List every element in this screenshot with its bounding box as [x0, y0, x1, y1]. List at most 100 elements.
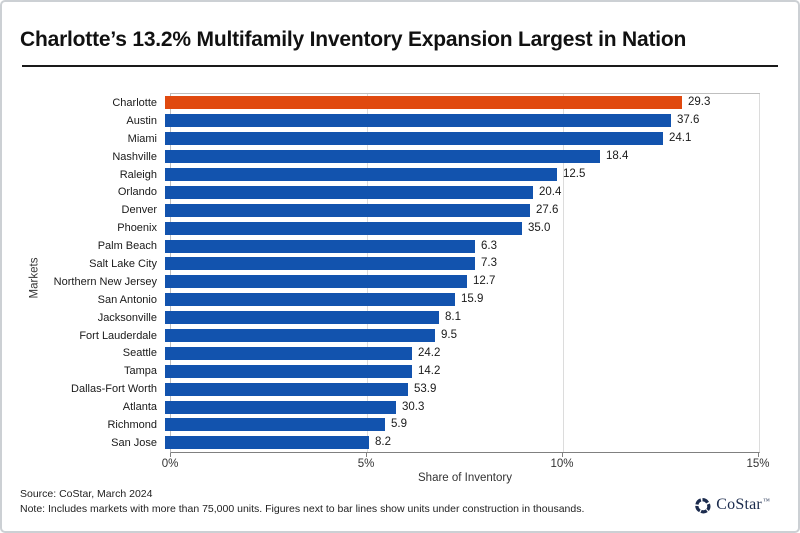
- chart-row: Nashville 18.4: [2, 148, 772, 166]
- chart-row: Atlanta 30.3: [2, 398, 772, 416]
- bar: [165, 364, 412, 378]
- chart-row: Richmond 5.9: [2, 416, 772, 434]
- bar-value-label: 6.3: [481, 239, 497, 252]
- bar: [165, 132, 663, 146]
- bar: [165, 346, 412, 360]
- x-axis-title: Share of Inventory: [418, 472, 512, 484]
- bar-value-label: 14.2: [418, 364, 441, 377]
- x-tick-mark: [366, 453, 367, 457]
- bar-area: 35.0: [164, 221, 754, 235]
- bar: [165, 114, 671, 128]
- bar-area: 6.3: [164, 239, 754, 253]
- title-divider: [22, 65, 778, 67]
- bar-highlighted: [165, 96, 682, 110]
- chart-row: Miami 24.1: [2, 130, 772, 148]
- category-label: Salt Lake City: [89, 257, 157, 270]
- category-label: San Jose: [111, 436, 157, 449]
- category-label: Tampa: [123, 365, 157, 378]
- bar-area: 30.3: [164, 400, 754, 414]
- bar-value-label: 8.1: [445, 311, 461, 324]
- bar-value-label: 37.6: [677, 114, 700, 127]
- category-label: Jacksonville: [97, 311, 157, 324]
- bar-area: 14.2: [164, 364, 754, 378]
- chart-rows: Charlotte 29.3 Austin 37.6 Miami 24.1 Nashvill…: [2, 94, 772, 452]
- category-label: Austin: [126, 114, 157, 127]
- chart-row: Seattle 24.2: [2, 344, 772, 362]
- bar: [165, 436, 369, 450]
- bar-value-label: 24.1: [669, 132, 692, 145]
- bar-area: 8.2: [164, 436, 754, 450]
- source-text: Source: CoStar, March 2024: [20, 488, 153, 500]
- page-title: Charlotte’s 13.2% Multifamily Inventory …: [20, 28, 687, 51]
- bar: [165, 168, 557, 181]
- bar-area: 20.4: [164, 185, 754, 199]
- gridline-15pct: [759, 94, 760, 452]
- bar-value-label: 29.3: [688, 96, 711, 109]
- bar-area: 5.9: [164, 418, 754, 432]
- category-label: Richmond: [107, 418, 157, 431]
- chart-row: Dallas-Fort Worth 53.9: [2, 380, 772, 398]
- category-label: Nashville: [112, 150, 157, 163]
- chart-row: Raleigh 12.5: [2, 166, 772, 184]
- gridline-5pct: [367, 94, 368, 452]
- bar: [165, 221, 522, 235]
- chart-row: Jacksonville 8.1: [2, 309, 772, 327]
- bar-value-label: 9.5: [441, 329, 457, 342]
- category-label: Dallas-Fort Worth: [71, 383, 157, 396]
- bar: [165, 150, 600, 164]
- bar-area: 18.4: [164, 150, 754, 164]
- chart-row: Phoenix 35.0: [2, 219, 772, 237]
- bar-value-label: 15.9: [461, 293, 484, 306]
- bar-area: 7.3: [164, 257, 754, 271]
- bar: [165, 257, 475, 271]
- bar-value-label: 35.0: [528, 221, 551, 234]
- chart-row: Orlando 20.4: [2, 183, 772, 201]
- bar-area: 12.7: [164, 275, 754, 289]
- bar-area: 9.5: [164, 329, 754, 343]
- costar-logo-text: CoStar™: [716, 496, 770, 513]
- x-tick-mark: [758, 453, 759, 457]
- bar-area: 15.9: [164, 293, 754, 307]
- category-label: Miami: [127, 132, 157, 145]
- bar-value-label: 20.4: [539, 185, 562, 198]
- chart-row: San Antonio 15.9: [2, 291, 772, 309]
- bar-value-label: 12.5: [563, 168, 586, 180]
- bar: [165, 418, 385, 432]
- trademark-symbol: ™: [762, 496, 770, 505]
- bar-value-label: 27.6: [536, 203, 559, 216]
- bar-value-label: 7.3: [481, 257, 497, 270]
- bar-value-label: 8.2: [375, 436, 391, 449]
- x-tick-mark: [170, 453, 171, 457]
- costar-logo: CoStar™: [694, 496, 770, 514]
- costar-logo-icon: [694, 497, 711, 514]
- category-label: Palm Beach: [97, 240, 157, 253]
- bar: [165, 311, 439, 325]
- bar-area: 29.3: [164, 96, 754, 110]
- x-tick-label: 10%: [550, 458, 574, 470]
- bar-value-label: 30.3: [402, 400, 425, 413]
- bar: [165, 203, 530, 217]
- bar-area: 53.9: [164, 382, 754, 396]
- gridline-10pct: [563, 94, 564, 452]
- bar: [165, 400, 396, 414]
- category-label: Phoenix: [117, 222, 157, 235]
- bar-area: 8.1: [164, 311, 754, 325]
- chart-row: Salt Lake City 7.3: [2, 255, 772, 273]
- bar-area: 37.6: [164, 114, 754, 128]
- chart-row: Austin 37.6: [2, 112, 772, 130]
- chart-row: Fort Lauderdale 9.5: [2, 327, 772, 345]
- category-label: Northern New Jersey: [53, 275, 157, 288]
- category-label: San Antonio: [97, 293, 157, 306]
- bar: [165, 293, 455, 307]
- x-tick-mark: [562, 453, 563, 457]
- bar: [165, 382, 408, 396]
- x-tick-label: 15%: [746, 458, 770, 470]
- x-tick-label: 5%: [357, 458, 375, 470]
- bar-value-label: 53.9: [414, 382, 437, 395]
- bar-value-label: 18.4: [606, 150, 629, 163]
- category-label: Raleigh: [119, 168, 157, 181]
- category-label: Orlando: [117, 186, 157, 199]
- note-text: Note: Includes markets with more than 75…: [20, 503, 585, 515]
- bar-value-label: 5.9: [391, 418, 407, 431]
